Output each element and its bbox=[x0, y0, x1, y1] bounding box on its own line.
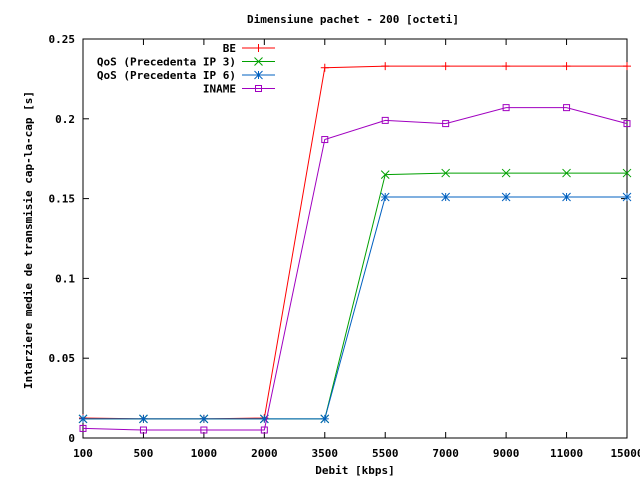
data-point bbox=[441, 168, 451, 178]
data-point bbox=[79, 424, 87, 432]
x-axis-label: Debit [kbps] bbox=[315, 464, 394, 477]
x-tick-label: 9000 bbox=[493, 447, 520, 460]
x-tick-label: 2000 bbox=[251, 447, 278, 460]
data-point bbox=[200, 426, 208, 434]
x-tick-label: 7000 bbox=[432, 447, 459, 460]
x-tick-label: 5500 bbox=[372, 447, 399, 460]
data-point bbox=[622, 168, 632, 178]
data-point bbox=[320, 63, 329, 72]
data-point bbox=[502, 104, 510, 112]
data-point bbox=[501, 168, 511, 178]
data-point bbox=[562, 62, 571, 71]
data-point bbox=[502, 62, 511, 71]
data-point bbox=[78, 414, 88, 424]
data-point bbox=[255, 85, 262, 92]
data-point bbox=[254, 70, 263, 80]
x-tick-label: 15000 bbox=[610, 447, 640, 460]
y-axis: 0 0.05 0.1 0.15 0.2 0.25 bbox=[49, 33, 627, 445]
data-point bbox=[562, 168, 571, 178]
x-axis: 100 500 1000 2000 3500 5500 7000 9000 11000 15000 bbox=[73, 39, 640, 460]
series-line bbox=[82, 107, 628, 431]
x-tick-label: 3500 bbox=[312, 447, 339, 460]
series-line bbox=[83, 172, 627, 420]
data-point bbox=[320, 414, 330, 424]
data-point bbox=[441, 62, 450, 71]
legend-item: QoS (Precedenta IP 6) bbox=[97, 69, 275, 82]
series-3 bbox=[78, 192, 632, 424]
x-tick-label: 11000 bbox=[550, 447, 583, 460]
data-point bbox=[501, 192, 511, 202]
y-tick-label: 0 bbox=[68, 432, 75, 445]
data-point bbox=[381, 116, 389, 124]
data-point bbox=[254, 57, 263, 66]
series-1 bbox=[79, 62, 631, 423]
y-tick-label: 0.05 bbox=[49, 352, 76, 365]
legend-label: QoS (Precedenta IP 3) bbox=[97, 56, 236, 69]
y-tick-label: 0.25 bbox=[49, 33, 76, 46]
data-point bbox=[441, 192, 451, 202]
y-tick-label: 0.15 bbox=[49, 193, 76, 206]
y-tick-label: 0.1 bbox=[55, 272, 75, 285]
series-layer bbox=[78, 62, 632, 434]
x-tick-label: 500 bbox=[134, 447, 154, 460]
series-line bbox=[83, 196, 627, 420]
data-point bbox=[381, 62, 390, 71]
y-tick-label: 0.2 bbox=[55, 113, 75, 126]
series-line bbox=[82, 65, 627, 420]
data-point bbox=[260, 426, 268, 434]
data-point bbox=[562, 192, 571, 202]
x-tick-label: 100 bbox=[73, 447, 93, 460]
legend-label: INAME bbox=[203, 83, 236, 96]
plot-frame bbox=[82, 38, 628, 439]
data-point bbox=[199, 414, 209, 424]
legend-item: QoS (Precedenta IP 3) bbox=[97, 56, 275, 69]
data-point bbox=[139, 426, 147, 434]
data-point bbox=[380, 170, 390, 180]
data-point bbox=[622, 192, 632, 202]
chart-title: Dimensiune pachet - 200 [octeti] bbox=[247, 13, 459, 26]
x-tick-label: 1000 bbox=[191, 447, 218, 460]
data-point bbox=[563, 104, 571, 112]
series-2 bbox=[78, 168, 632, 424]
legend-label: QoS (Precedenta IP 6) bbox=[97, 69, 236, 82]
data-point bbox=[623, 120, 631, 128]
legend-item: INAME bbox=[203, 83, 275, 96]
data-point bbox=[380, 192, 390, 202]
legend-item: BE bbox=[223, 42, 275, 55]
data-point bbox=[139, 414, 148, 424]
data-point bbox=[442, 120, 450, 128]
data-point bbox=[321, 136, 329, 144]
y-axis-label: Intarziere medie de transmisie cap-la-ca… bbox=[22, 91, 35, 389]
data-point bbox=[254, 44, 263, 52]
series-4 bbox=[79, 104, 631, 434]
data-point bbox=[623, 62, 631, 71]
legend-label: BE bbox=[223, 42, 236, 55]
